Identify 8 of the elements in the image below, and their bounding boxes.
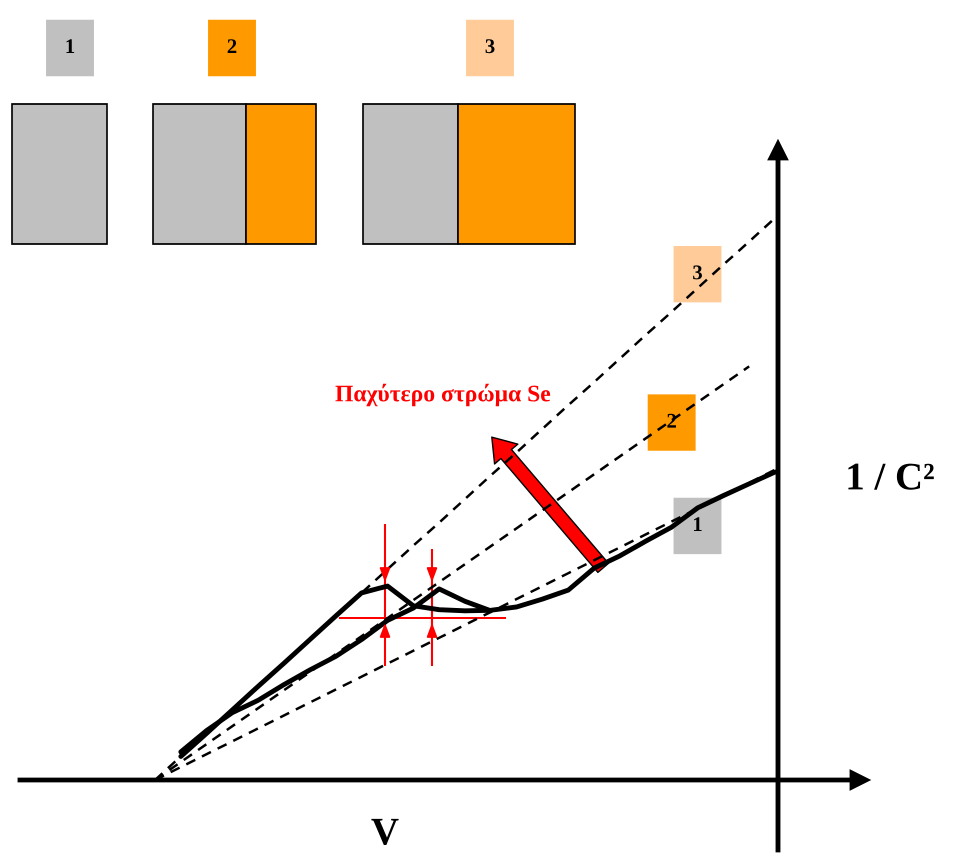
y-axis-title: 1 / C²	[848, 464, 934, 490]
series-label: 1	[694, 517, 702, 531]
x-axis-title: V	[371, 818, 399, 845]
series-label: 3	[693, 265, 702, 280]
text: 3	[486, 39, 494, 54]
text: 2	[228, 39, 236, 54]
annotation: Παχύτερο στρώμα Se	[335, 384, 550, 406]
text: 1	[66, 39, 74, 54]
